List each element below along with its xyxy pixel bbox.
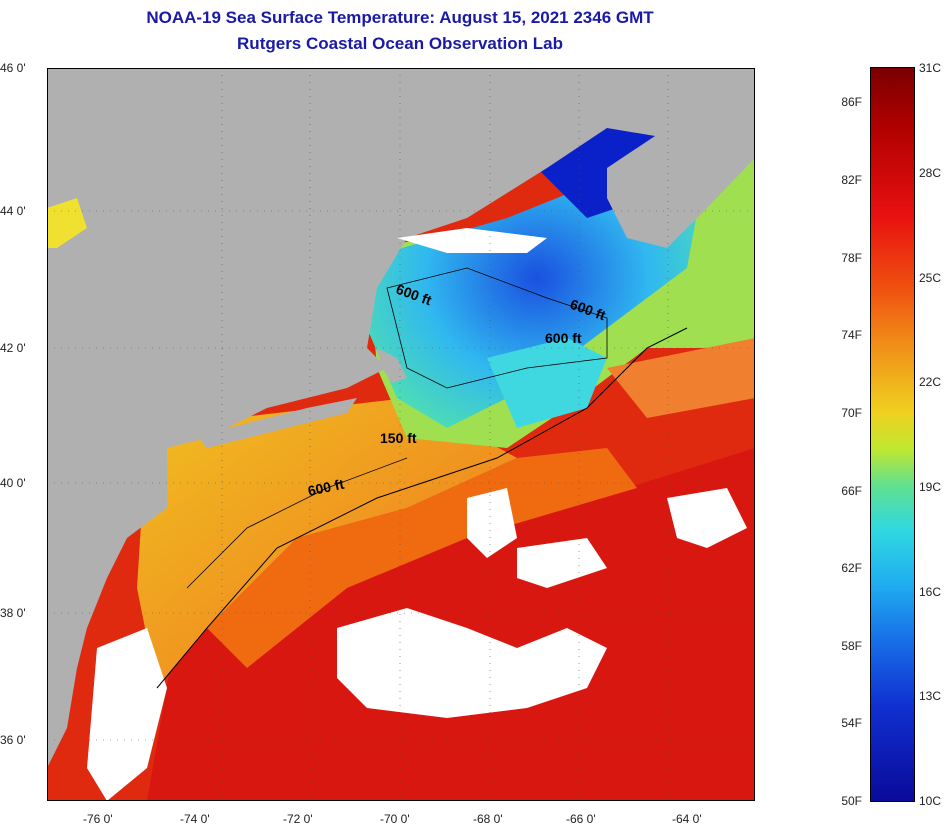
cb-f-58: 58F — [841, 639, 862, 653]
lon-label-76: -76 0' — [83, 812, 113, 826]
contour-150ft — [186, 457, 408, 589]
cb-f-50: 50F — [841, 794, 862, 808]
cb-f-78: 78F — [841, 251, 862, 265]
lat-label-46: 46 0' — [0, 61, 26, 75]
lon-label-74: -74 0' — [180, 812, 210, 826]
cloud-chesapeake — [87, 628, 167, 801]
cb-c-16: 16C — [919, 585, 942, 599]
lon-label-64: -64 0' — [672, 812, 702, 826]
lon-label-68: -68 0' — [473, 812, 503, 826]
lat-label-44: 44 0' — [0, 204, 26, 218]
lat-label-42: 42 0' — [0, 341, 26, 355]
inland-lake — [47, 198, 87, 248]
cb-f-82: 82F — [841, 173, 862, 187]
cb-c-28: 28C — [919, 166, 942, 180]
cloud-gulf-maine — [397, 228, 547, 253]
map-subtitle: Rutgers Coastal Ocean Observation Lab — [237, 34, 563, 53]
nova-scotia — [607, 78, 755, 248]
cb-c-10: 10C — [919, 794, 942, 808]
warm-core-ring — [607, 338, 755, 418]
lat-label-36: 36 0' — [0, 733, 26, 747]
cb-c-13: 13C — [919, 689, 942, 703]
land-north — [47, 68, 755, 768]
cb-c-22: 22C — [919, 375, 942, 389]
long-island — [197, 398, 357, 448]
contour-600ft — [156, 327, 688, 689]
map-title: NOAA-19 Sea Surface Temperature: August … — [146, 8, 654, 27]
cb-c-31: 31C — [919, 61, 942, 75]
cb-f-66: 66F — [841, 484, 862, 498]
contour-label-150ft: 150 ft — [380, 430, 417, 446]
cb-c-25: 25C — [919, 271, 942, 285]
cb-f-54: 54F — [841, 716, 862, 730]
cape-cod — [377, 348, 407, 383]
lat-label-40: 40 0' — [0, 476, 26, 490]
cb-c-19: 19C — [919, 480, 942, 494]
cb-f-74: 74F — [841, 328, 862, 342]
cloud-east — [667, 488, 747, 548]
georges-bank — [487, 338, 607, 428]
shelf-water — [137, 398, 517, 688]
cb-f-62: 62F — [841, 561, 862, 575]
contour-label-600ft-shelf: 600 ft — [306, 476, 345, 499]
lon-label-70: -70 0' — [380, 812, 410, 826]
sst-map: 600 ft 600 ft 600 ft 150 ft 600 ft — [47, 68, 755, 801]
cloud-mass-south — [337, 608, 607, 718]
cb-f-70: 70F — [841, 406, 862, 420]
lon-label-72: -72 0' — [283, 812, 313, 826]
cb-f-86: 86F — [841, 95, 862, 109]
contour-label-600ft-gb: 600 ft — [545, 330, 582, 346]
shelf-warm-band — [207, 448, 637, 668]
temperature-colorbar — [870, 67, 915, 802]
contour-gulf-maine — [386, 267, 608, 389]
lon-label-66: -66 0' — [566, 812, 596, 826]
cloud-mid — [467, 488, 517, 558]
lat-label-38: 38 0' — [0, 606, 26, 620]
cloud-mid-2 — [517, 538, 607, 588]
